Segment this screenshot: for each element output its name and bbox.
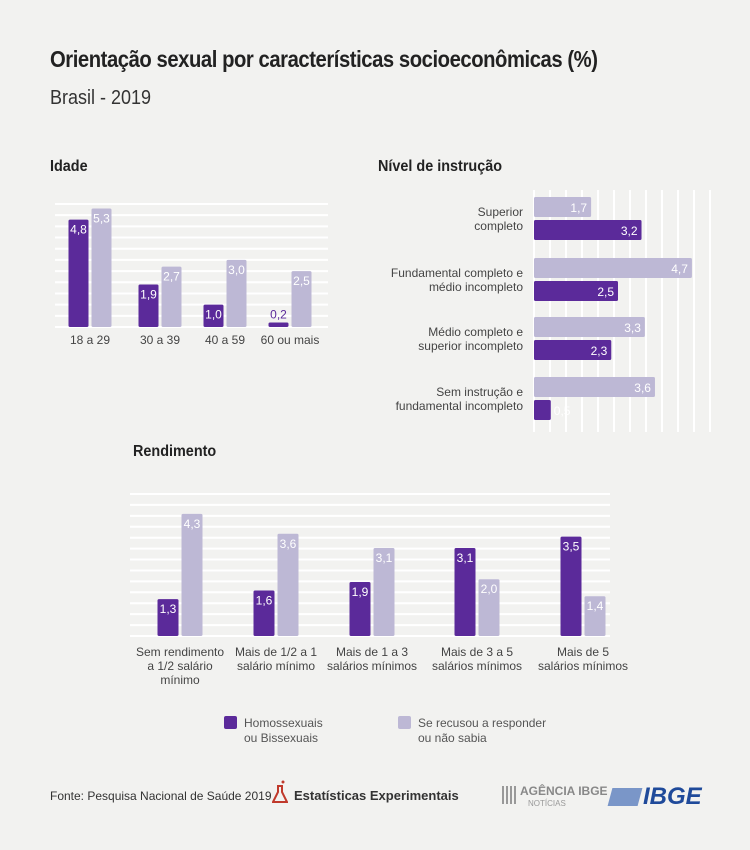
data-label: 3,6 bbox=[634, 381, 651, 395]
bar bbox=[478, 579, 500, 636]
flask-icon bbox=[272, 780, 288, 803]
category-label: Sem instrução e bbox=[436, 385, 523, 399]
bar bbox=[68, 219, 89, 327]
bar bbox=[534, 400, 551, 420]
bar bbox=[203, 304, 224, 327]
source-note: Fonte: Pesquisa Nacional de Saúde 2019 bbox=[50, 789, 272, 803]
category-label: fundamental incompleto bbox=[396, 399, 524, 413]
bar bbox=[226, 259, 247, 327]
category-label: mínimo bbox=[160, 673, 200, 687]
legend-swatch-homo bbox=[224, 716, 237, 729]
bar bbox=[161, 266, 182, 327]
category-label: Mais de 3 a 5 bbox=[441, 645, 513, 659]
bar bbox=[291, 271, 312, 327]
data-label: 2,5 bbox=[293, 274, 310, 288]
category-label: salário mínimo bbox=[237, 659, 315, 673]
data-label: 4,8 bbox=[70, 223, 87, 237]
data-label: 3,0 bbox=[228, 263, 245, 277]
category-label: Sem rendimento bbox=[136, 645, 224, 659]
category-label: Fundamental completo e bbox=[391, 266, 523, 280]
bar bbox=[534, 340, 612, 360]
category-label: superior incompleto bbox=[418, 339, 523, 353]
bar bbox=[268, 322, 289, 327]
category-label: Superior bbox=[478, 205, 523, 219]
category-label: 30 a 39 bbox=[140, 333, 180, 347]
bar bbox=[138, 284, 159, 327]
category-label: 60 ou mais bbox=[261, 333, 320, 347]
category-label: salários mínimos bbox=[538, 659, 628, 673]
data-label: 1,7 bbox=[570, 201, 587, 215]
data-label: 3,5 bbox=[563, 540, 580, 554]
data-label: 3,1 bbox=[376, 551, 393, 565]
data-label: 3,2 bbox=[621, 224, 638, 238]
data-label: 2,3 bbox=[591, 344, 608, 358]
bar bbox=[560, 536, 582, 636]
chart-title-instrucao: Nível de instrução bbox=[378, 158, 503, 175]
agencia-logo-icon bbox=[502, 786, 518, 804]
bar bbox=[277, 533, 299, 636]
data-label: 1,9 bbox=[140, 288, 157, 302]
legend-homo: Homossexuais ou Bissexuais bbox=[244, 716, 323, 745]
bar bbox=[181, 513, 203, 636]
category-label: Mais de 1 a 3 bbox=[336, 645, 408, 659]
bar bbox=[534, 281, 618, 301]
bar bbox=[534, 377, 655, 397]
category-label: Mais de 5 bbox=[557, 645, 609, 659]
bar bbox=[534, 258, 692, 278]
bar bbox=[534, 220, 642, 240]
data-label: 1,4 bbox=[587, 599, 604, 613]
bar bbox=[253, 590, 275, 636]
category-label: salários mínimos bbox=[432, 659, 522, 673]
bar bbox=[157, 599, 179, 636]
category-label: a 1/2 salário bbox=[147, 659, 213, 673]
ibge-logo-icon bbox=[607, 788, 643, 806]
bar bbox=[91, 208, 112, 327]
agencia-logo: AGÊNCIA IBGE bbox=[520, 784, 608, 798]
data-label: 1,9 bbox=[352, 585, 369, 599]
ibge-logo: IBGE bbox=[643, 783, 702, 810]
data-label: 3,1 bbox=[457, 551, 474, 565]
page-title: Orientação sexual por características so… bbox=[50, 46, 598, 72]
category-label: 18 a 29 bbox=[70, 333, 110, 347]
data-label: 0,5 bbox=[554, 404, 571, 418]
chart-title-idade: Idade bbox=[50, 158, 88, 175]
data-label: 1,6 bbox=[256, 594, 273, 608]
data-label: 0,2 bbox=[270, 308, 287, 322]
bar bbox=[534, 197, 592, 217]
category-label: salários mínimos bbox=[327, 659, 417, 673]
brand-label: Estatísticas Experimentais bbox=[294, 788, 459, 803]
data-label: 4,7 bbox=[671, 262, 688, 276]
chart-title-rendimento: Rendimento bbox=[133, 443, 217, 460]
bar bbox=[584, 596, 606, 636]
bar bbox=[373, 547, 395, 636]
data-label: 3,3 bbox=[624, 321, 641, 335]
data-label: 1,3 bbox=[160, 602, 177, 616]
data-label: 1,0 bbox=[205, 308, 222, 322]
category-label: 40 a 59 bbox=[205, 333, 245, 347]
category-label: Mais de 1/2 a 1 bbox=[235, 645, 317, 659]
agencia-noticias: NOTÍCIAS bbox=[528, 799, 566, 808]
category-label: completo bbox=[474, 219, 523, 233]
data-label: 3,6 bbox=[280, 537, 297, 551]
page-subtitle: Brasil - 2019 bbox=[50, 87, 152, 109]
data-label: 2,7 bbox=[163, 270, 180, 284]
legend-recusou: Se recusou a responder ou não sabia bbox=[418, 716, 547, 745]
data-label: 2,0 bbox=[481, 582, 498, 596]
data-label: 5,3 bbox=[93, 211, 110, 225]
data-label: 2,5 bbox=[597, 285, 614, 299]
bar bbox=[534, 317, 645, 337]
category-label: Médio completo e bbox=[428, 325, 523, 339]
bar bbox=[349, 582, 371, 636]
data-label: 4,3 bbox=[184, 517, 201, 531]
category-label: médio incompleto bbox=[429, 280, 523, 294]
legend-swatch-recusou bbox=[398, 716, 411, 729]
bar bbox=[454, 547, 476, 636]
